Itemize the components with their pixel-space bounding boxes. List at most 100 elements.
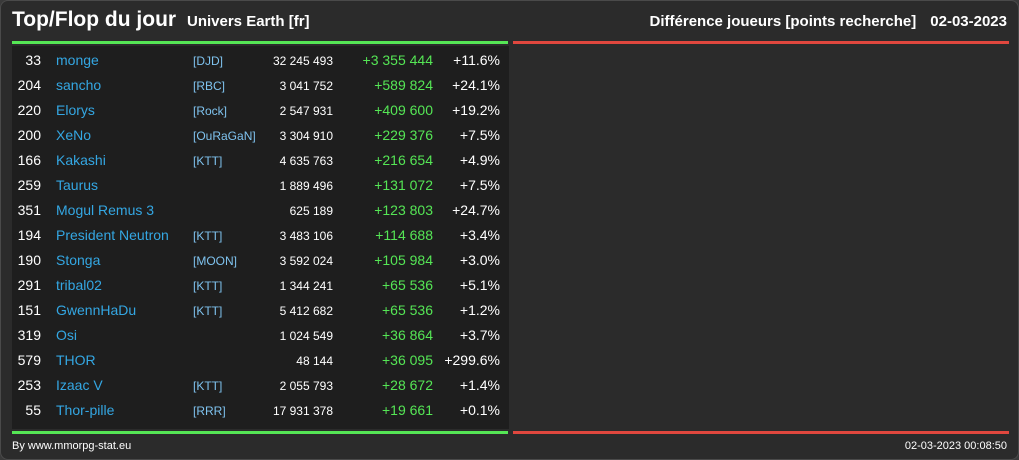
points-difference: +216 654	[374, 152, 433, 168]
table-row: 291 tribal02 [KTT] 1 344 241 +65 536 +5.1%	[12, 273, 509, 298]
table-row: 253 Izaac V [KTT] 2 055 793 +28 672 +1.4%	[12, 373, 509, 398]
bottom-losers-divider	[513, 431, 1009, 434]
points-difference: +3 355 444	[362, 52, 433, 68]
player-name-link[interactable]: sancho	[56, 77, 102, 93]
player-name-link[interactable]: THOR	[56, 352, 96, 368]
page-title: Top/Flop du jour	[12, 8, 177, 31]
percent-change: +3.0%	[459, 252, 500, 268]
table-row: 194 President Neutron [KTT] 3 483 106 +114 6…	[12, 223, 509, 248]
player-points: 4 635 763	[279, 154, 333, 168]
player-points: 3 304 910	[279, 129, 333, 143]
percent-change: +24.1%	[452, 77, 500, 93]
alliance-tag-link[interactable]: [MOON]	[193, 254, 237, 268]
alliance-tag-link[interactable]: [KTT]	[193, 154, 223, 168]
player-name-link[interactable]: Stonga	[56, 252, 101, 268]
player-points: 2 055 793	[279, 379, 333, 393]
player-points: 1 024 549	[279, 329, 333, 343]
alliance-tag-link[interactable]: [RRR]	[193, 404, 226, 418]
alliance-tag-link[interactable]: [OuRaGaN]	[193, 129, 256, 143]
player-points: 5 412 682	[279, 304, 333, 318]
player-points: 32 245 493	[272, 54, 333, 68]
points-difference: +123 803	[374, 202, 433, 218]
player-rank: 291	[17, 277, 41, 293]
points-difference: +36 095	[382, 352, 433, 368]
player-points: 1 344 241	[279, 279, 333, 293]
table-row: 259 Taurus 1 889 496 +131 072 +7.5%	[12, 173, 509, 198]
player-points: 3 483 106	[279, 229, 333, 243]
player-name-link[interactable]: Mogul Remus 3	[56, 202, 155, 218]
player-points: 3 041 752	[279, 79, 333, 93]
source-credit: By www.mmorpg-stat.eu	[12, 440, 132, 452]
player-name-link[interactable]: monge	[56, 52, 99, 68]
player-name-link[interactable]: President Neutron	[56, 227, 169, 243]
points-difference: +589 824	[374, 77, 433, 93]
player-rank: 194	[17, 227, 41, 243]
points-difference: +19 661	[382, 402, 433, 418]
player-name-link[interactable]: Taurus	[56, 177, 99, 193]
alliance-tag-link[interactable]: [Rock]	[193, 104, 228, 118]
player-points: 625 189	[289, 204, 333, 218]
alliance-tag-link[interactable]: [KTT]	[193, 229, 223, 243]
points-difference: +65 536	[382, 277, 433, 293]
points-difference: +409 600	[374, 102, 433, 118]
player-name-link[interactable]: XeNo	[56, 127, 92, 143]
alliance-tag-link[interactable]: [RBC]	[193, 79, 226, 93]
player-name-link[interactable]: tribal02	[56, 277, 102, 293]
table-row: 55 Thor-pille [RRR] 17 931 378 +19 661 +0.1%	[12, 398, 509, 423]
percent-change: +0.1%	[459, 402, 500, 418]
alliance-tag-link[interactable]: [KTT]	[193, 304, 223, 318]
alliance-tag-link[interactable]: [KTT]	[193, 279, 223, 293]
losers-table	[513, 46, 1009, 429]
gainers-table: 33 monge [DJD] 32 245 493 +3 355 444 +11.6% 20…	[12, 46, 509, 429]
table-row: 579 THOR 48 144 +36 095 +299.6%	[12, 348, 509, 373]
table-row: 33 monge [DJD] 32 245 493 +3 355 444 +11.6%	[12, 48, 509, 73]
header-date: 02-03-2023	[930, 13, 1007, 30]
ranking-subtitle: Différence joueurs [points recherche]	[649, 13, 917, 30]
points-difference: +65 536	[382, 302, 433, 318]
percent-change: +7.5%	[459, 177, 500, 193]
percent-change: +4.9%	[459, 152, 500, 168]
player-name-link[interactable]: GwennHaDu	[56, 302, 137, 318]
percent-change: +299.6%	[444, 352, 500, 368]
player-name-link[interactable]: Elorys	[56, 102, 95, 118]
points-difference: +36 864	[382, 327, 433, 343]
percent-change: +3.7%	[459, 327, 500, 343]
generated-timestamp: 02-03-2023 00:08:50	[904, 440, 1007, 452]
percent-change: +3.4%	[459, 227, 500, 243]
top-gainers-divider	[12, 41, 508, 44]
player-rank: 190	[17, 252, 41, 268]
player-points: 2 547 931	[279, 104, 333, 118]
player-rank: 253	[17, 377, 41, 393]
player-name-link[interactable]: Kakashi	[56, 152, 106, 168]
player-name-link[interactable]: Osi	[56, 327, 77, 343]
player-rank: 319	[17, 327, 41, 343]
player-rank: 200	[17, 127, 41, 143]
percent-change: +7.5%	[459, 127, 500, 143]
points-difference: +28 672	[382, 377, 433, 393]
percent-change: +19.2%	[452, 102, 500, 118]
table-row: 204 sancho [RBC] 3 041 752 +589 824 +24.1%	[12, 73, 509, 98]
percent-change: +24.7%	[452, 202, 500, 218]
table-row: 190 Stonga [MOON] 3 592 024 +105 984 +3.0%	[12, 248, 509, 273]
alliance-tag-link[interactable]: [KTT]	[193, 379, 223, 393]
table-row: 220 Elorys [Rock] 2 547 931 +409 600 +19.2%	[12, 98, 509, 123]
bottom-gainers-divider	[12, 431, 508, 434]
table-row: 200 XeNo [OuRaGaN] 3 304 910 +229 376 +7.5%	[12, 123, 509, 148]
player-rank: 33	[25, 52, 41, 68]
percent-change: +1.2%	[459, 302, 500, 318]
percent-change: +5.1%	[459, 277, 500, 293]
player-rank: 151	[17, 302, 41, 318]
player-rank: 579	[17, 352, 41, 368]
player-name-link[interactable]: Thor-pille	[56, 402, 115, 418]
player-rank: 55	[25, 402, 41, 418]
player-rank: 166	[17, 152, 41, 168]
player-rank: 204	[17, 77, 41, 93]
universe-label: Univers Earth [fr]	[187, 13, 310, 30]
header-right: Différence joueurs [points recherche] 02-…	[650, 13, 1007, 30]
alliance-tag-link[interactable]: [DJD]	[193, 54, 223, 68]
percent-change: +11.6%	[453, 52, 500, 68]
player-points: 1 889 496	[279, 179, 333, 193]
player-rank: 220	[17, 102, 41, 118]
player-name-link[interactable]: Izaac V	[56, 377, 103, 393]
